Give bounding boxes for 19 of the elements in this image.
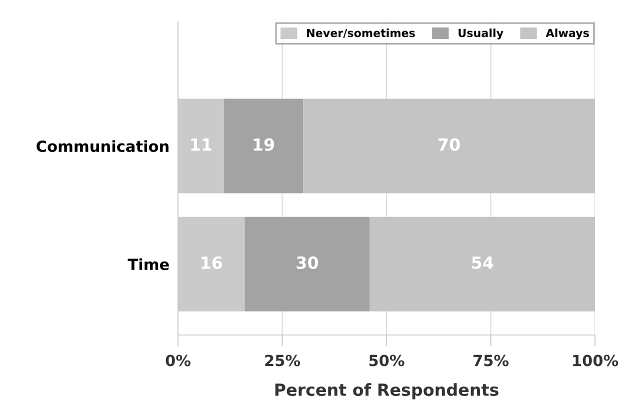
- legend-label: Usually: [458, 28, 504, 40]
- data-label: 70: [438, 138, 460, 151]
- y-tick-label: Time: [128, 258, 169, 270]
- x-tick-label: 75%: [473, 354, 509, 366]
- x-axis-title: Percent of Respondents: [275, 383, 498, 400]
- x-tick-label: 100%: [573, 354, 618, 366]
- data-label: 54: [472, 256, 494, 269]
- x-tick-label: 50%: [369, 354, 404, 366]
- bar: [224, 98, 304, 194]
- y-tick-label: Communication: [36, 140, 168, 152]
- legend-label: Never/sometimes: [307, 28, 415, 38]
- bar: [370, 216, 595, 312]
- x-tick-label: 0%: [166, 354, 190, 366]
- data-label: 30: [296, 256, 318, 269]
- legend-label: Always: [546, 28, 589, 40]
- bar: [244, 216, 370, 312]
- bar: [303, 98, 595, 194]
- data-label: 19: [254, 138, 274, 151]
- x-tick-label: 25%: [265, 354, 300, 366]
